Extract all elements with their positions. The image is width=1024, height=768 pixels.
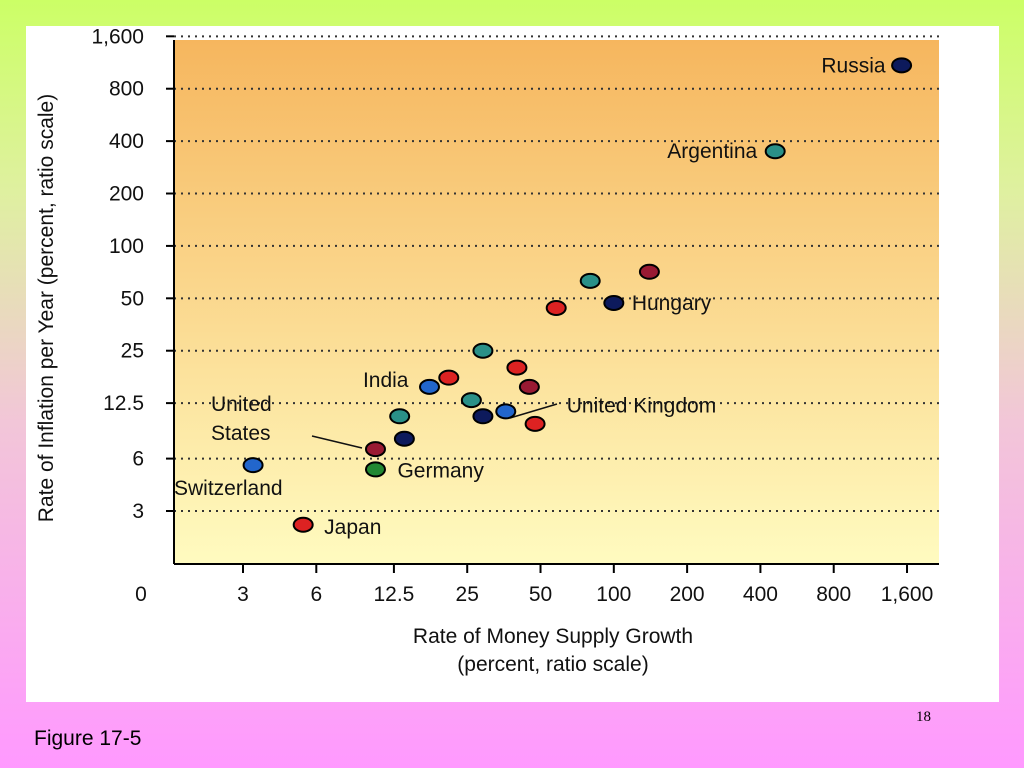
point-labels: Russia Argentina Hungary India United Kingdo…	[174, 54, 886, 538]
y-tick-label: 800	[109, 78, 144, 101]
x-axis-title-line1: Rate of Money Supply Growth	[413, 625, 693, 648]
y-tick-label: 50	[121, 287, 144, 310]
data-point-argentina	[764, 143, 786, 160]
point-label-united-states-line1: United	[211, 393, 272, 416]
y-tick-label: 200	[109, 183, 144, 206]
data-point	[545, 299, 567, 316]
data-point	[506, 359, 528, 376]
data-point-india	[418, 378, 440, 395]
x-tick-label: 200	[670, 583, 705, 606]
leader-line-united-kingdom	[509, 403, 558, 419]
data-point	[393, 430, 415, 447]
x-origin-label: 0	[135, 583, 147, 606]
label-leader-lines	[311, 403, 558, 449]
x-tick-label: 400	[743, 583, 778, 606]
data-point	[524, 415, 546, 432]
data-point	[579, 272, 601, 289]
data-point	[638, 263, 660, 280]
data-point-russia	[891, 57, 913, 74]
data-point-germany	[364, 461, 386, 478]
data-point-japan	[292, 516, 314, 533]
point-label-germany: Germany	[397, 459, 484, 482]
y-axis-ticks: 3 6 12.5 25 50 100 200 400 800 1,600	[91, 26, 174, 523]
point-label-japan: Japan	[324, 516, 381, 539]
point-label-argentina: Argentina	[667, 140, 757, 163]
x-tick-label: 50	[529, 583, 552, 606]
point-label-switzerland: Switzerland	[174, 477, 283, 500]
gridlines	[174, 35, 939, 512]
point-label-india: India	[363, 369, 409, 392]
data-point-united-kingdom	[495, 403, 517, 420]
point-label-russia: Russia	[821, 54, 886, 77]
y-tick-label: 6	[132, 448, 144, 471]
y-tick-label: 100	[109, 235, 144, 258]
data-point-switzerland	[242, 457, 264, 474]
y-axis-title: Rate of Inflation per Year (percent, rat…	[35, 94, 58, 522]
x-axis-ticks: 3 6 12.5 25 50 100 200 400 800 1,600	[237, 564, 933, 606]
leader-line-united-states	[311, 435, 363, 449]
x-tick-label: 6	[310, 583, 322, 606]
y-tick-label: 3	[132, 500, 144, 523]
data-points	[242, 57, 913, 533]
data-point	[460, 392, 482, 409]
data-point	[389, 408, 411, 425]
x-tick-label: 800	[816, 583, 851, 606]
data-point	[438, 369, 460, 386]
x-tick-label: 25	[456, 583, 479, 606]
point-label-united-states-line2: States	[211, 422, 271, 445]
data-point	[472, 408, 494, 425]
x-tick-label: 1,600	[881, 583, 934, 606]
point-label-hungary: Hungary	[632, 292, 712, 315]
x-tick-label: 12.5	[373, 583, 414, 606]
x-tick-label: 3	[237, 583, 249, 606]
y-tick-label: 1,600	[91, 26, 144, 48]
data-point-united-states	[364, 441, 386, 458]
slide-panel: 3 6 12.5 25 50 100 200 400 800 1,600 3 6 12.5 25 50 10…	[26, 26, 999, 702]
data-point-hungary	[603, 294, 625, 311]
point-label-united-kingdom: United Kingdom	[567, 394, 716, 417]
page-number: 18	[916, 709, 931, 725]
x-axis-title-line2: (percent, ratio scale)	[457, 653, 648, 676]
y-tick-label: 400	[109, 130, 144, 153]
y-tick-label: 12.5	[103, 392, 144, 415]
y-tick-label: 25	[121, 340, 144, 363]
data-point	[472, 342, 494, 359]
data-point	[518, 378, 540, 395]
x-tick-label: 100	[596, 583, 631, 606]
figure-caption: Figure 17-5	[34, 727, 142, 750]
scatter-chart: 3 6 12.5 25 50 100 200 400 800 1,600 3 6 12.5 25 50 10…	[35, 26, 939, 676]
